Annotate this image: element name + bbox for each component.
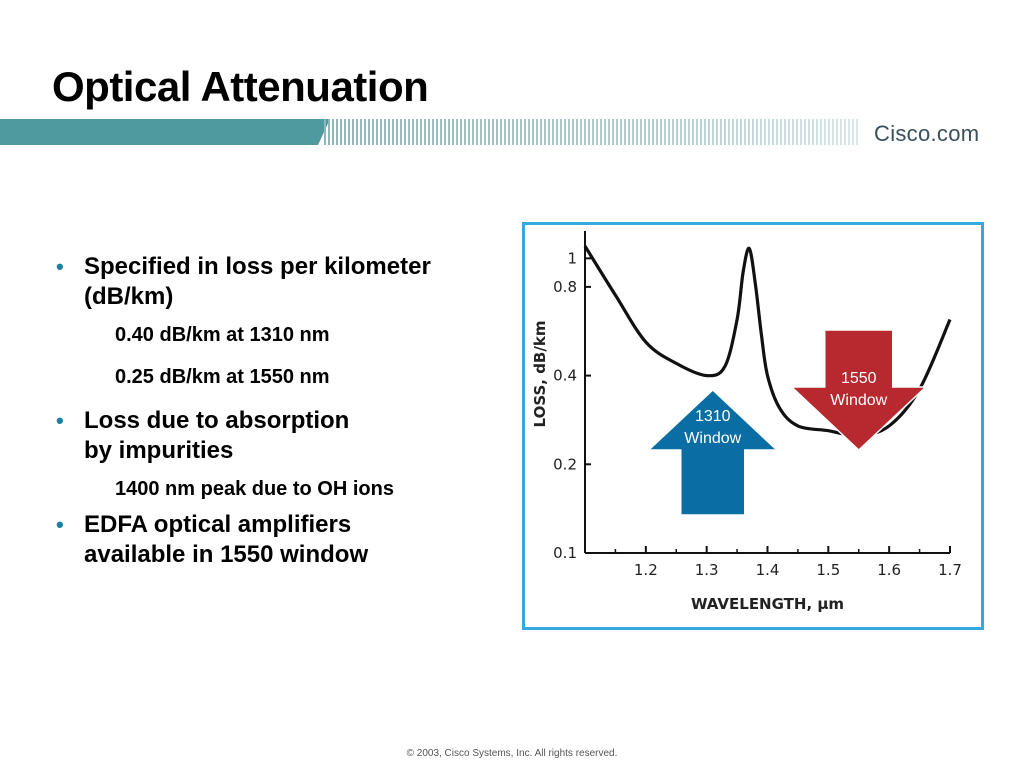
x-tick-label: 1.7	[938, 561, 962, 579]
attenuation-chart: 1 0.8 0.4 0.2 0.1 1.2 1.3 1.4 1.5 1.6 1.7 WAVELENGT…	[522, 222, 984, 630]
header-banner	[0, 119, 1024, 145]
sub-point: 1400 nm peak due to OH ions	[115, 478, 394, 500]
bullet-text-line: by impurities	[84, 437, 234, 464]
bullet-text-line: Loss due to absorption	[84, 407, 350, 434]
bullet-dot-icon: •	[56, 408, 64, 433]
copyright-footer: © 2003, Cisco Systems, Inc. All rights r…	[406, 748, 618, 759]
x-tick-label: 1.6	[877, 561, 901, 579]
bullet-text-line: (dB/km)	[84, 283, 174, 310]
y-tick-label: 0.8	[553, 278, 577, 296]
window-label-line: Window	[830, 392, 887, 409]
cisco-brand-logo: Cisco.com	[874, 121, 980, 146]
bullet-text-line: EDFA optical amplifiers	[84, 511, 352, 538]
y-tick-label: 0.1	[553, 544, 577, 562]
window-label-line: 1550	[841, 370, 877, 387]
bullet-dot-icon: •	[56, 512, 64, 537]
bullet-dot-icon: •	[56, 254, 64, 279]
x-tick-label: 1.5	[816, 561, 840, 579]
y-tick-label: 0.2	[553, 455, 577, 473]
window-label-line: Window	[684, 430, 741, 447]
bullet-item: • EDFA optical amplifiers available in 1…	[52, 510, 507, 570]
slide-title: Optical Attenuation	[52, 63, 429, 110]
sub-point: 0.40 dB/km at 1310 nm	[115, 324, 330, 346]
y-tick-label: 1	[567, 249, 577, 267]
bullet-item: • Loss due to absorption by impurities	[52, 406, 507, 466]
x-tick-label: 1.4	[756, 561, 780, 579]
bullet-list: • Specified in loss per kilometer (dB/km…	[52, 252, 507, 578]
bullet-text-line: available in 1550 window	[84, 541, 369, 568]
x-tick-label: 1.3	[695, 561, 719, 579]
bullet-text-line: Specified in loss per kilometer	[84, 253, 431, 280]
bullet-item: • Specified in loss per kilometer (dB/km…	[52, 252, 507, 312]
y-axis-label: LOSS, dB/km	[531, 321, 549, 428]
x-axis-label: WAVELENGTH, μm	[691, 595, 844, 613]
sub-point: 0.25 dB/km at 1550 nm	[115, 366, 330, 388]
window-1310-arrow	[646, 388, 779, 516]
x-tick-label: 1.2	[634, 561, 658, 579]
chart-svg: 1 0.8 0.4 0.2 0.1 1.2 1.3 1.4 1.5 1.6 1.7 WAVELENGT…	[531, 231, 962, 613]
window-label-line: 1310	[695, 408, 731, 425]
window-1550-arrow	[789, 329, 928, 452]
y-tick-label: 0.4	[553, 367, 577, 385]
